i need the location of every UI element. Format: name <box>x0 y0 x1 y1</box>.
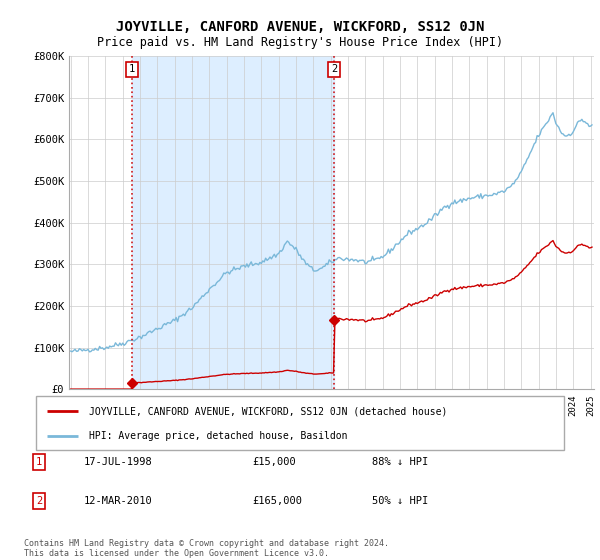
Text: HPI: Average price, detached house, Basildon: HPI: Average price, detached house, Basi… <box>89 431 347 441</box>
Text: 1: 1 <box>36 457 42 467</box>
FancyBboxPatch shape <box>36 396 564 450</box>
Text: 12-MAR-2010: 12-MAR-2010 <box>84 496 153 506</box>
Text: £15,000: £15,000 <box>252 457 296 467</box>
Text: £165,000: £165,000 <box>252 496 302 506</box>
Text: 88% ↓ HPI: 88% ↓ HPI <box>372 457 428 467</box>
Text: 17-JUL-1998: 17-JUL-1998 <box>84 457 153 467</box>
Text: Price paid vs. HM Land Registry's House Price Index (HPI): Price paid vs. HM Land Registry's House … <box>97 36 503 49</box>
Bar <box>132 56 334 389</box>
Text: JOYVILLE, CANFORD AVENUE, WICKFORD, SS12 0JN: JOYVILLE, CANFORD AVENUE, WICKFORD, SS12… <box>116 20 484 34</box>
Text: 2: 2 <box>331 64 337 74</box>
Text: 1: 1 <box>129 64 135 74</box>
Text: JOYVILLE, CANFORD AVENUE, WICKFORD, SS12 0JN (detached house): JOYVILLE, CANFORD AVENUE, WICKFORD, SS12… <box>89 407 447 417</box>
Text: Contains HM Land Registry data © Crown copyright and database right 2024.
This d: Contains HM Land Registry data © Crown c… <box>24 539 389 558</box>
Text: 50% ↓ HPI: 50% ↓ HPI <box>372 496 428 506</box>
Text: 2: 2 <box>36 496 42 506</box>
